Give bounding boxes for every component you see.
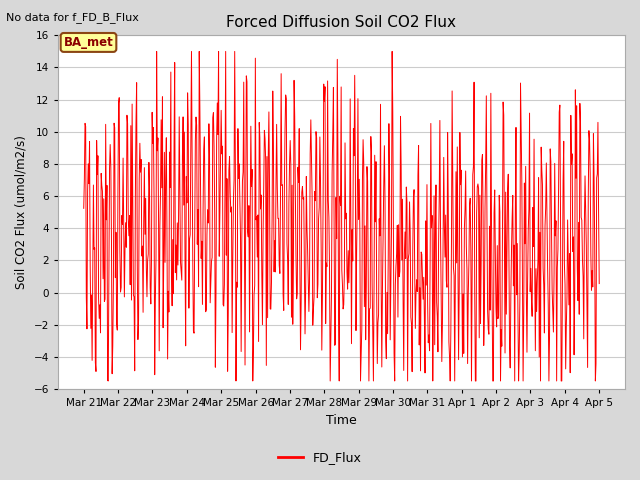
Text: No data for f_FD_B_Flux: No data for f_FD_B_Flux	[6, 12, 140, 23]
Text: BA_met: BA_met	[63, 36, 113, 49]
Legend: FD_Flux: FD_Flux	[273, 446, 367, 469]
X-axis label: Time: Time	[326, 414, 357, 427]
Title: Forced Diffusion Soil CO2 Flux: Forced Diffusion Soil CO2 Flux	[227, 15, 456, 30]
Y-axis label: Soil CO2 Flux (umol/m2/s): Soil CO2 Flux (umol/m2/s)	[15, 135, 28, 289]
